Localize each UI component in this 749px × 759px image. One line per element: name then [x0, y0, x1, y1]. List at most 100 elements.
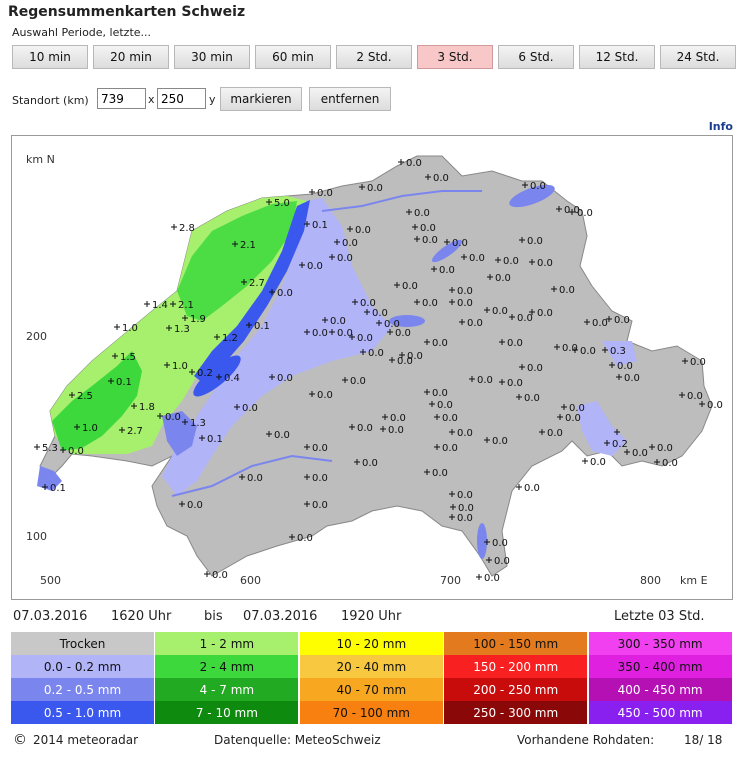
station-marker-icon [382, 414, 388, 420]
rain-value: 0.1 [50, 483, 66, 494]
rain-value: 0.0 [577, 208, 593, 219]
end-date: 07.03.2016 [243, 609, 318, 624]
legend-cell: 2 - 4 mm [155, 655, 300, 678]
rain-value: 0.0 [442, 443, 458, 454]
rain-value: 0.0 [537, 308, 553, 319]
rain-value: 0.0 [414, 208, 430, 219]
rain-value: 1.0 [122, 323, 138, 334]
station-marker-icon [486, 557, 492, 563]
period-button-60min[interactable]: 60 min [255, 45, 331, 69]
axis-x-tick: 800 [640, 574, 661, 587]
rain-value: 0.0 [507, 338, 523, 349]
period-button-24h[interactable]: 24 Std. [660, 45, 736, 69]
raw-data-value: 18/ 18 [684, 733, 723, 747]
station-marker-icon [241, 279, 247, 285]
axis-x-tick: 600 [240, 574, 261, 587]
rain-value: 0.0 [452, 238, 468, 249]
period-button-3h[interactable]: 3 Std. [417, 45, 493, 69]
station-marker-icon [699, 401, 705, 407]
rain-value: 0.0 [432, 468, 448, 479]
rain-value: 0.0 [422, 298, 438, 309]
station-marker-icon [144, 301, 150, 307]
info-link[interactable]: Info [708, 120, 733, 133]
station-marker-icon [342, 377, 348, 383]
rain-zone-blue [162, 198, 392, 496]
station-marker-icon [42, 484, 48, 490]
station-marker-icon [414, 236, 420, 242]
axis-y-tick: 200 [26, 330, 47, 343]
legend-cell: 200 - 250 mm [444, 678, 589, 701]
axis-y-tick: 100 [26, 530, 47, 543]
station-marker-icon [182, 419, 188, 425]
rain-value: 0.0 [406, 158, 422, 169]
rain-value: 0.0 [559, 285, 575, 296]
lake-lucerne [389, 315, 425, 327]
rain-zone-darkgreen-north [177, 201, 297, 321]
rain-value: 0.0 [368, 348, 384, 359]
legend-cell: 40 - 70 mm [299, 678, 444, 701]
rain-value: 0.0 [337, 328, 353, 339]
station-marker-icon [387, 329, 393, 335]
station-marker-icon [414, 299, 420, 305]
station-marker-icon [204, 571, 210, 577]
station-marker-icon [60, 447, 66, 453]
rain-value: 0.0 [524, 393, 540, 404]
station-marker-icon [424, 469, 430, 475]
rain-zone-strongblue [194, 200, 310, 386]
remove-button[interactable]: entfernen [309, 87, 391, 111]
rain-value: 0.0 [165, 412, 181, 423]
station-marker-icon [616, 374, 622, 380]
rain-value: 0.1 [254, 321, 270, 332]
station-marker-icon [484, 539, 490, 545]
period-button-2h[interactable]: 2 Std. [336, 45, 412, 69]
rain-value: 0.0 [524, 483, 540, 494]
station-marker-icon [166, 325, 172, 331]
station-marker-icon [584, 319, 590, 325]
period-button-20min[interactable]: 20 min [93, 45, 169, 69]
rain-value: 0.0 [274, 430, 290, 441]
station-marker-icon [322, 317, 328, 323]
location-y-input[interactable] [157, 88, 206, 109]
station-marker-icon [170, 301, 176, 307]
station-marker-icon [364, 309, 370, 315]
rain-value: 0.0 [624, 373, 640, 384]
rain-value: 0.0 [68, 446, 84, 457]
rain-value: 0.0 [562, 343, 578, 354]
rain-value: 2.7 [249, 278, 265, 289]
mark-button[interactable]: markieren [220, 87, 302, 111]
lake-neuchatel [193, 355, 241, 397]
rain-map[interactable]: 2.8 5.0 2.1 2.7 1.4 2.1 1.9 1.3 1.0 1.2 … [11, 135, 733, 600]
rain-value: 0.0 [580, 346, 596, 357]
station-marker-icon [519, 364, 525, 370]
footer: © 2014 meteoradar Datenquelle: MeteoSchw… [11, 732, 733, 750]
location-x-input[interactable] [97, 88, 146, 109]
station-marker-icon [582, 458, 588, 464]
rain-value: 0.0 [317, 390, 333, 401]
station-marker-icon [360, 349, 366, 355]
station-marker-icon [509, 314, 515, 320]
station-marker-icon [157, 413, 163, 419]
rain-value: 0.0 [388, 425, 404, 436]
period-button-10min[interactable]: 10 min [12, 45, 88, 69]
period-button-12h[interactable]: 12 Std. [579, 45, 655, 69]
rain-value: 5.0 [274, 198, 290, 209]
rain-value: 0.0 [395, 328, 411, 339]
rain-value: 0.0 [422, 235, 438, 246]
rain-value: 0.0 [433, 173, 449, 184]
station-marker-icon [459, 319, 465, 325]
period-button-6h[interactable]: 6 Std. [498, 45, 574, 69]
station-marker-icon [289, 534, 295, 540]
rain-value: 0.0 [492, 306, 508, 317]
period-button-30min[interactable]: 30 min [174, 45, 250, 69]
rain-value: 0.0 [307, 261, 323, 272]
rain-value: 0.1 [207, 434, 223, 445]
rain-value: 1.8 [139, 402, 155, 413]
station-marker-icon [69, 392, 75, 398]
rain-value: 0.0 [397, 356, 413, 367]
station-marker-icon [424, 389, 430, 395]
station-marker-icon [119, 427, 125, 433]
station-marker-icon [444, 239, 450, 245]
rain-value: 0.0 [360, 298, 376, 309]
rain-value: 0.0 [312, 443, 328, 454]
station-marker-icon [609, 362, 615, 368]
